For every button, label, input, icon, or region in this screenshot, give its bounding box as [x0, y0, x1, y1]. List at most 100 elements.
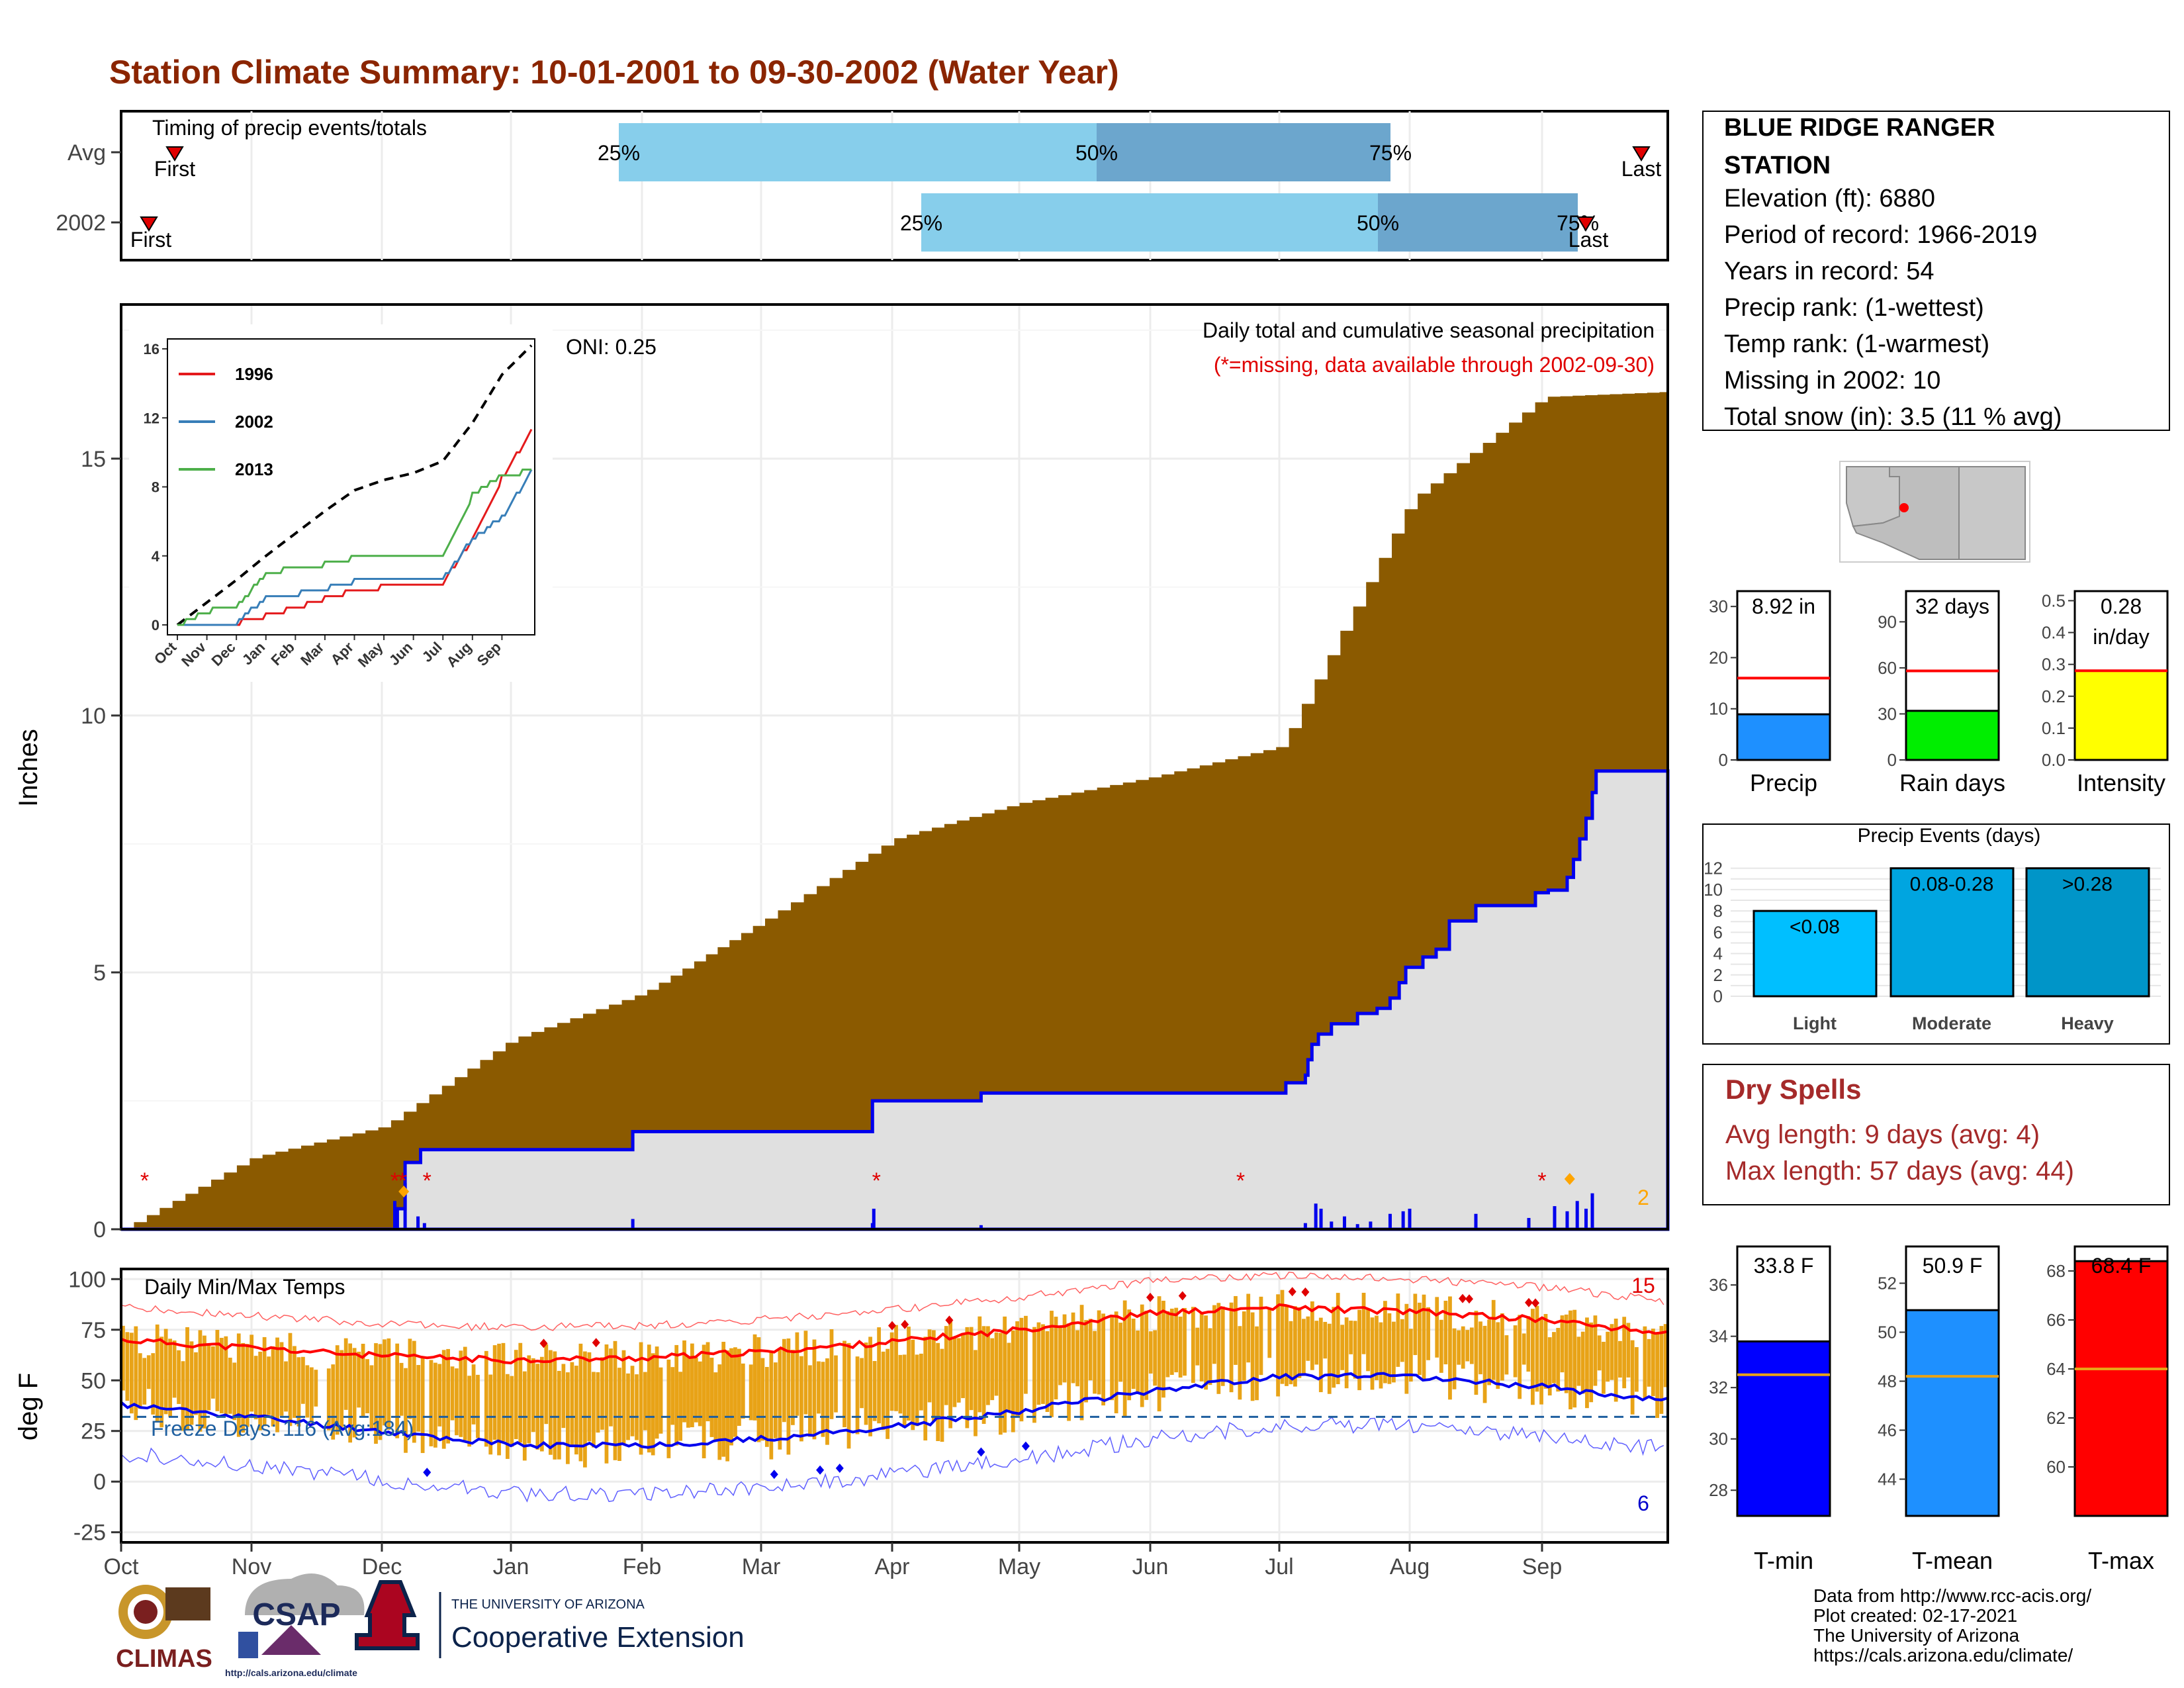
daily-temp-range-bar: [674, 1344, 679, 1446]
daily-temp-range-bar: [791, 1350, 795, 1425]
daily-temp-range-bar: [969, 1327, 974, 1411]
daily-temp-range-bar: [846, 1342, 851, 1449]
record-high-marker: [1288, 1287, 1297, 1297]
daily-precip-bar: [422, 1223, 426, 1229]
daily-temp-range-bar: [236, 1333, 241, 1437]
daily-temp-range-bar: [1285, 1306, 1289, 1386]
daily-precip-bar: [1553, 1206, 1557, 1229]
climas-logo-text: CLIMAS: [116, 1645, 212, 1673]
daily-temp-range-bar: [834, 1355, 838, 1413]
daily-temp-range-bar: [729, 1348, 733, 1446]
daily-temp-range-bar: [855, 1356, 860, 1434]
daily-temp-range-bar: [455, 1368, 459, 1436]
daily-temp-range-bar: [651, 1353, 655, 1456]
daily-temp-range-bar: [258, 1351, 263, 1430]
daily-temp-range-bar: [981, 1326, 986, 1425]
daily-temp-range-bar: [931, 1330, 936, 1422]
ua-big-text: Cooperative Extension: [451, 1621, 745, 1654]
daily-temp-range-bar: [1140, 1304, 1144, 1407]
month-label: Dec: [362, 1554, 402, 1579]
daily-temp-range-bar: [224, 1336, 228, 1417]
month-label: Apr: [875, 1554, 910, 1579]
daily-precip-bar: [1474, 1213, 1478, 1229]
avg-bar-quartile3: [1097, 123, 1390, 181]
daily-temp-range-bar: [902, 1354, 907, 1428]
credit-line-2: Plot created: 02-17-2021: [1813, 1605, 2017, 1626]
daily-temp-range-bar: [1655, 1333, 1660, 1419]
daily-temp-range-bar: [778, 1348, 782, 1450]
precip-tick-label: 0: [1719, 750, 1728, 770]
daily-temp-range-bar: [1560, 1315, 1565, 1373]
daily-temp-range-bar: [1058, 1327, 1062, 1385]
daily-temp-range-bar: [1522, 1333, 1526, 1365]
inset-y-tick-label: 0: [152, 617, 159, 633]
daily-temp-range-bar: [408, 1338, 412, 1419]
events-tick-label: 12: [1704, 859, 1723, 878]
daily-temp-range-bar: [1383, 1301, 1387, 1383]
y2002-last-label: Last: [1569, 228, 1609, 252]
inset-y-tick-label: 4: [152, 548, 160, 565]
event-category-label: Moderate: [1912, 1013, 1991, 1033]
daily-precip-bar: [1314, 1203, 1318, 1229]
daily-precip-bar: [1319, 1208, 1323, 1229]
daily-temp-range-bar: [872, 1361, 877, 1421]
daily-temp-range-bar: [1024, 1315, 1028, 1394]
daily-temp-range-bar: [301, 1356, 305, 1404]
daily-temp-range-bar: [1531, 1309, 1535, 1405]
daily-temp-range-bar: [203, 1335, 206, 1429]
daily-temp-range-bar: [1618, 1340, 1622, 1378]
daily-temp-range-bar: [621, 1350, 626, 1445]
rain-days-tick-label: 0: [1888, 750, 1897, 770]
daily-temp-range-bar: [760, 1358, 765, 1441]
daily-temp-range-bar: [829, 1329, 834, 1419]
precip-tick-label: 10: [1709, 699, 1728, 719]
record-low-marker: [423, 1468, 432, 1477]
daily-temp-range-bar: [717, 1364, 722, 1460]
tmax-tick-label: 66: [2046, 1310, 2066, 1330]
daily-temp-range-bar: [570, 1362, 574, 1446]
inset-line-2013: [177, 468, 531, 626]
daily-precip-bar: [1590, 1193, 1594, 1229]
daily-temp-range-bar: [911, 1339, 915, 1430]
ua-logo: THE UNIVERSITY OF ARIZONA Cooperative Ex…: [355, 1580, 745, 1658]
daily-temp-range-bar: [915, 1354, 919, 1427]
daily-temp-range-bar: [1643, 1326, 1647, 1400]
daily-temp-range-bar: [1314, 1321, 1319, 1365]
daily-temp-range-bar: [1110, 1317, 1115, 1401]
daily-temp-range-bar: [1259, 1296, 1263, 1376]
daily-temp-range-bar: [518, 1342, 523, 1443]
daily-temp-range-bar: [1165, 1311, 1170, 1378]
dry-spells-title: Dry Spells: [1725, 1074, 1861, 1105]
daily-temp-range-bar: [769, 1352, 774, 1460]
daily-temp-range-bar: [1500, 1313, 1504, 1381]
daily-temp-range-bar: [898, 1354, 903, 1414]
record-high-marker: [901, 1319, 909, 1329]
precip-tick-label: 20: [1709, 647, 1728, 667]
snow-day-marker: [1564, 1173, 1575, 1185]
daily-temp-range-bar: [1518, 1315, 1522, 1399]
daily-temp-range-bar: [803, 1331, 808, 1415]
record-high-marker: [1301, 1287, 1310, 1297]
average-min-temp-line: [120, 1372, 1668, 1450]
tmean-tick-label: 44: [1878, 1470, 1897, 1489]
daily-temp-range-bar: [1327, 1323, 1332, 1394]
tmean-axis-label: T-mean: [1912, 1547, 1993, 1574]
station-line-missing: Missing in 2002: 10: [1724, 367, 1940, 395]
daily-temp-range-bar: [387, 1338, 391, 1430]
missing-day-marker: *: [872, 1168, 881, 1194]
daily-temp-range-bar: [1153, 1330, 1158, 1386]
daily-temp-range-bar: [1174, 1307, 1179, 1373]
daily-temp-range-bar: [1084, 1320, 1088, 1403]
daily-temp-range-bar: [437, 1364, 442, 1427]
daily-temp-range-bar: [799, 1356, 803, 1442]
missing-day-marker: *: [423, 1168, 432, 1194]
inset-legend-label: 2002: [235, 412, 273, 432]
daily-temp-range-bar: [497, 1343, 501, 1456]
temperature-summary-bars: 28 30 32 34 36 33.8 F T-min 44 46 48 50 52 50.9 F T-m…: [1709, 1245, 2169, 1574]
daily-temp-range-bar: [215, 1330, 220, 1411]
temp-y-tick-label: 25: [81, 1419, 106, 1444]
event-bar-label: <0.08: [1790, 916, 1840, 938]
daily-temp-range-bar: [198, 1330, 203, 1432]
daily-temp-range-bar: [168, 1338, 173, 1417]
daily-temp-range-bar: [1234, 1295, 1238, 1365]
